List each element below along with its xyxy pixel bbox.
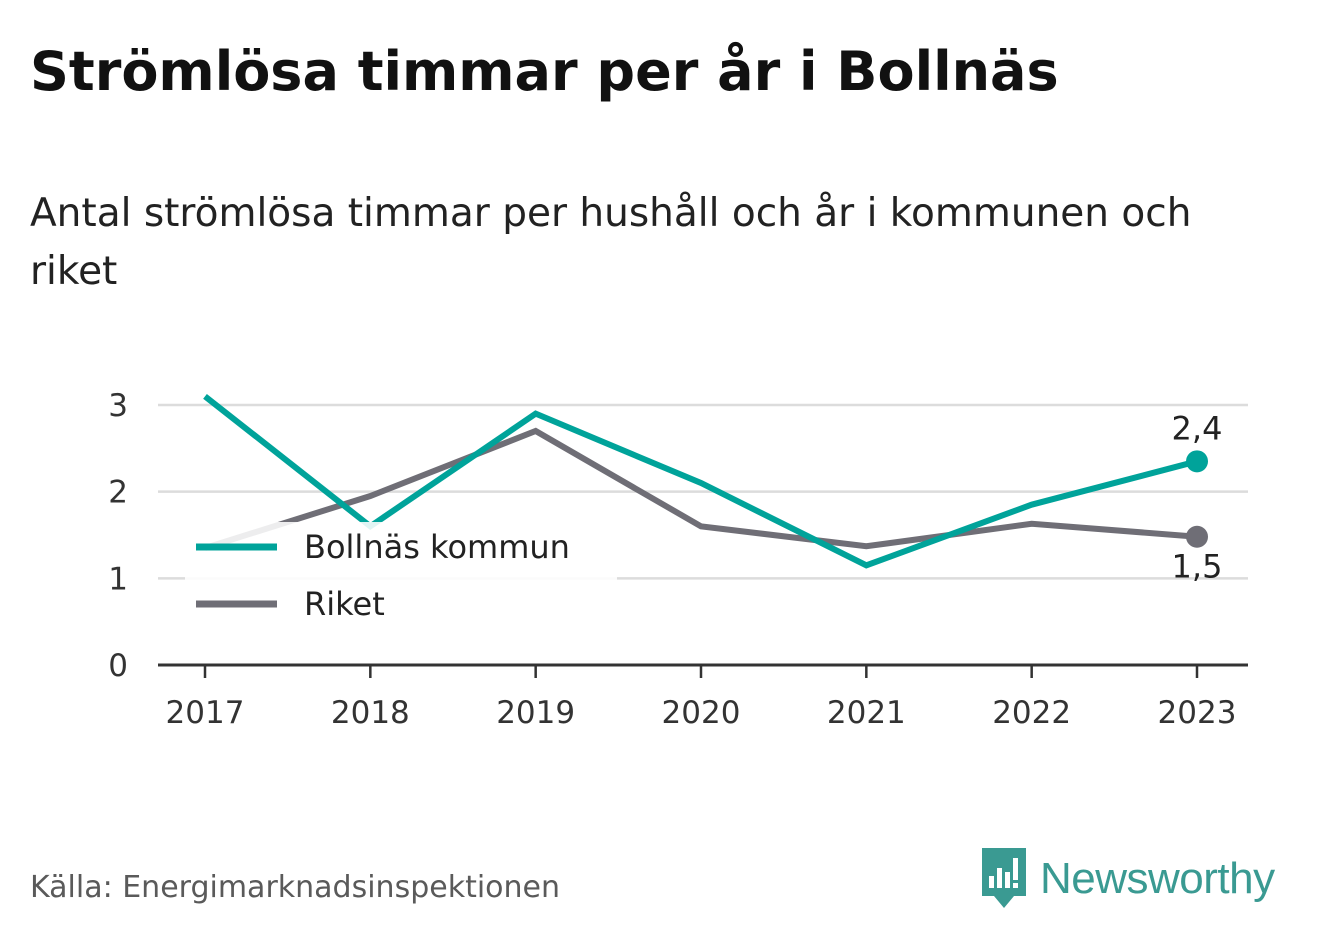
x-tick-label: 2020 (662, 695, 741, 731)
y-tick-label: 2 (108, 475, 128, 511)
endpoint-marker-bollnas (1186, 450, 1208, 473)
end-label-bollnas: 2,4 (1172, 409, 1223, 447)
legend: Bollnäs kommun Riket (185, 522, 617, 634)
x-tick-label: 2022 (992, 695, 1071, 731)
legend-label: Riket (304, 585, 385, 623)
y-tick-label: 3 (108, 388, 128, 424)
x-tick-label: 2019 (496, 695, 575, 731)
x-axis: 2017 2018 2019 2020 2021 2022 2023 (158, 663, 1248, 731)
chart-title: Strömlösa timmar per år i Bollnäs (30, 40, 1059, 103)
series-line-riket (204, 427, 1198, 551)
x-tick-label: 2021 (827, 695, 906, 731)
chart-subtitle: Antal strömlösa timmar per hushåll och å… (30, 191, 1192, 294)
legend-background (185, 522, 617, 634)
end-label-riket: 1,5 (1172, 548, 1223, 586)
x-tick-label: 2018 (331, 695, 410, 731)
y-axis-labels: 0 1 2 3 (108, 388, 128, 684)
newsworthy-logo-icon (982, 848, 1026, 908)
x-tick-label: 2017 (166, 695, 245, 731)
x-tick-label: 2023 (1158, 695, 1237, 731)
brand-name: Newsworthy (1040, 854, 1275, 903)
endpoint-marker-riket (1186, 525, 1208, 548)
y-tick-label: 1 (108, 561, 128, 597)
y-tick-label: 0 (108, 648, 128, 684)
end-labels: 2,4 1,5 (1172, 409, 1223, 585)
brand-logo: Newsworthy (980, 848, 1275, 910)
legend-label: Bollnäs kommun (304, 528, 570, 566)
source-note: Källa: Energimarknadsinspektionen (30, 870, 561, 905)
